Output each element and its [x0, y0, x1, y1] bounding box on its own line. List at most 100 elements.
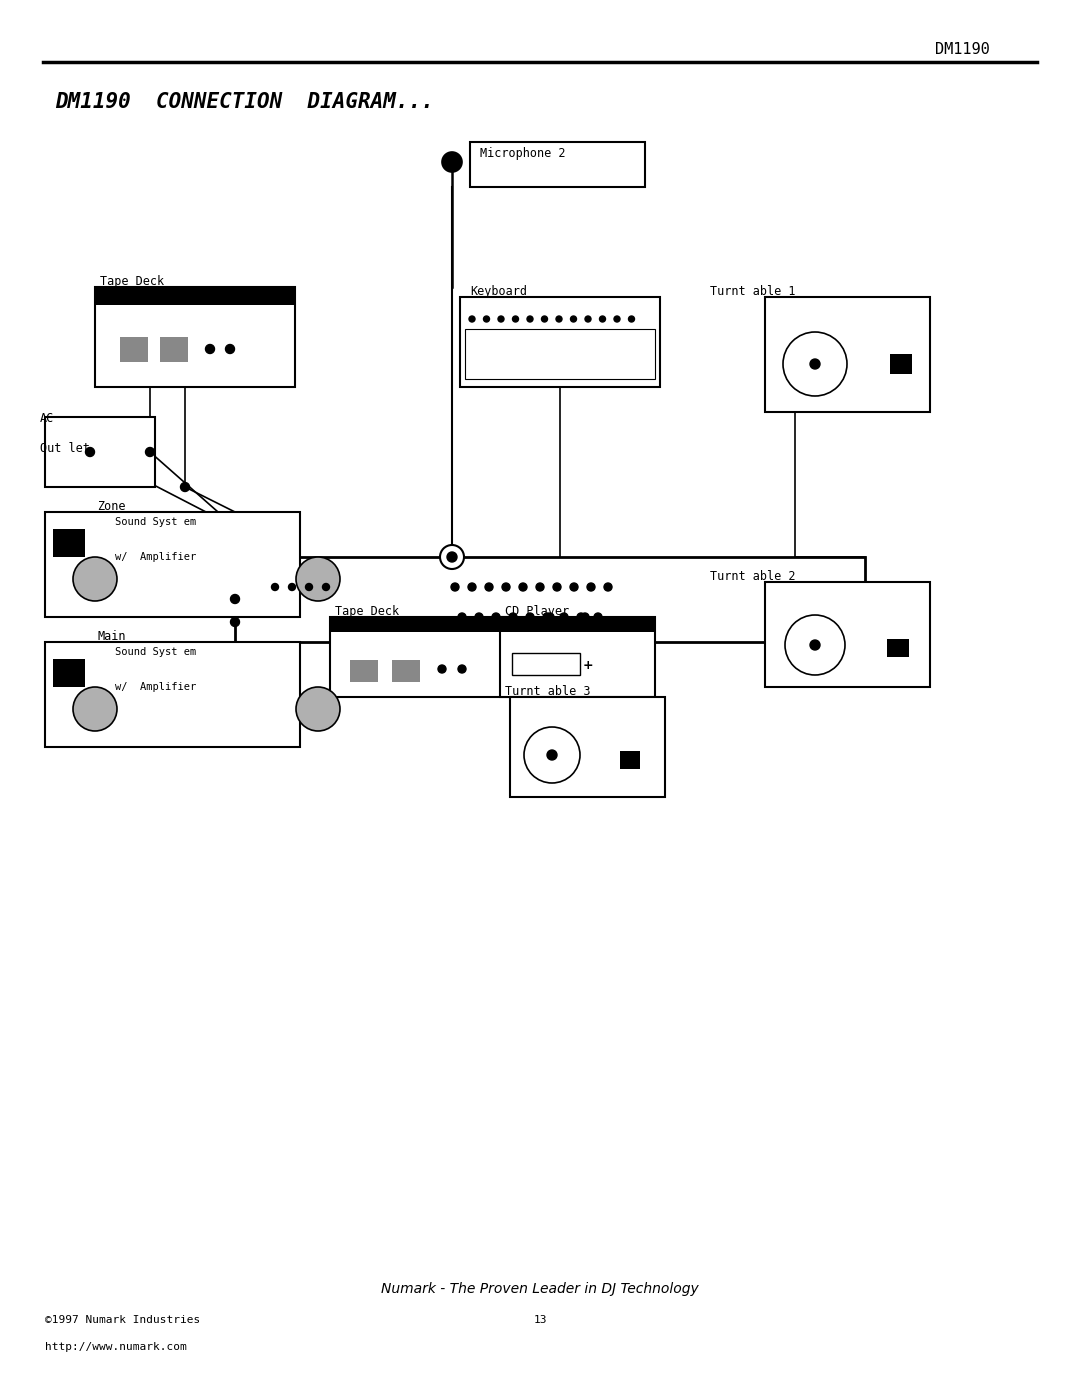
- Text: Turnt able 3: Turnt able 3: [505, 685, 591, 698]
- Circle shape: [570, 316, 577, 321]
- Circle shape: [585, 316, 591, 321]
- Circle shape: [230, 595, 240, 604]
- Text: CD Player: CD Player: [505, 605, 569, 617]
- Circle shape: [438, 665, 446, 673]
- Text: Sound Syst em: Sound Syst em: [114, 647, 197, 657]
- Circle shape: [447, 552, 457, 562]
- Circle shape: [230, 617, 240, 626]
- Circle shape: [519, 583, 527, 591]
- Bar: [350, 659, 378, 682]
- Circle shape: [485, 583, 492, 591]
- Bar: [53, 659, 85, 687]
- Circle shape: [458, 613, 465, 622]
- Bar: [95, 286, 295, 305]
- Bar: [45, 643, 300, 747]
- Circle shape: [484, 316, 489, 321]
- Circle shape: [296, 687, 340, 731]
- Text: Tape Deck: Tape Deck: [100, 275, 164, 288]
- Text: +: +: [583, 658, 593, 672]
- Circle shape: [615, 316, 620, 321]
- Circle shape: [785, 615, 845, 675]
- Text: Numark - The Proven Leader in DJ Technology: Numark - The Proven Leader in DJ Technol…: [381, 1282, 699, 1296]
- Text: Turnt able 1: Turnt able 1: [710, 285, 796, 298]
- Circle shape: [468, 583, 476, 591]
- Circle shape: [570, 583, 578, 591]
- Circle shape: [588, 583, 595, 591]
- Text: AC: AC: [40, 412, 54, 425]
- Text: Sound Syst em: Sound Syst em: [114, 517, 197, 527]
- Circle shape: [513, 316, 518, 321]
- Circle shape: [73, 687, 117, 731]
- Circle shape: [810, 359, 820, 369]
- Circle shape: [556, 316, 562, 321]
- Circle shape: [458, 665, 465, 673]
- Circle shape: [783, 332, 847, 395]
- Bar: [500, 617, 654, 631]
- Text: http://www.numark.com: http://www.numark.com: [45, 1343, 187, 1352]
- Circle shape: [577, 613, 585, 622]
- Circle shape: [146, 447, 154, 457]
- Circle shape: [546, 613, 554, 622]
- Text: ©1997 Numark Industries: ©1997 Numark Industries: [45, 1315, 200, 1324]
- Circle shape: [296, 557, 340, 601]
- Circle shape: [492, 613, 500, 622]
- Text: w/  Amplifier: w/ Amplifier: [114, 682, 197, 692]
- Bar: [330, 617, 515, 697]
- Text: 13: 13: [534, 1315, 546, 1324]
- Bar: [890, 353, 912, 374]
- Bar: [235, 557, 865, 643]
- Circle shape: [205, 345, 215, 353]
- Circle shape: [561, 613, 568, 622]
- Text: Turnt able 2: Turnt able 2: [710, 570, 796, 583]
- Bar: [120, 337, 148, 362]
- Circle shape: [524, 726, 580, 782]
- Circle shape: [288, 584, 296, 591]
- Bar: [510, 697, 665, 798]
- Circle shape: [553, 583, 561, 591]
- Bar: [465, 330, 654, 379]
- Circle shape: [85, 447, 95, 457]
- Circle shape: [526, 613, 534, 622]
- Circle shape: [469, 316, 475, 321]
- Text: Main: Main: [97, 630, 125, 643]
- Circle shape: [475, 613, 483, 622]
- Circle shape: [527, 316, 534, 321]
- Circle shape: [581, 613, 589, 622]
- Circle shape: [323, 584, 329, 591]
- Text: w/  Amplifier: w/ Amplifier: [114, 552, 197, 562]
- Circle shape: [271, 584, 279, 591]
- Circle shape: [498, 316, 504, 321]
- Circle shape: [226, 345, 234, 353]
- Bar: [95, 286, 295, 387]
- Circle shape: [440, 545, 464, 569]
- Bar: [45, 511, 300, 617]
- Circle shape: [604, 583, 612, 591]
- Circle shape: [180, 482, 189, 492]
- Circle shape: [629, 316, 635, 321]
- Circle shape: [546, 750, 557, 760]
- Circle shape: [306, 584, 312, 591]
- Text: Keyboard: Keyboard: [470, 285, 527, 298]
- Circle shape: [73, 557, 117, 601]
- Bar: [392, 659, 420, 682]
- Bar: [620, 752, 640, 768]
- Bar: [765, 298, 930, 412]
- Text: Microphone 2: Microphone 2: [480, 147, 566, 161]
- Bar: [500, 617, 654, 697]
- Text: Tape Deck: Tape Deck: [335, 605, 400, 617]
- Circle shape: [541, 316, 548, 321]
- Circle shape: [509, 613, 517, 622]
- Bar: [53, 529, 85, 557]
- Bar: [45, 416, 156, 488]
- Text: DM1190  CONNECTION  DIAGRAM...: DM1190 CONNECTION DIAGRAM...: [55, 92, 434, 112]
- Text: Out let: Out let: [40, 441, 90, 455]
- Circle shape: [810, 640, 820, 650]
- Bar: [887, 638, 909, 657]
- Circle shape: [543, 613, 551, 622]
- Circle shape: [594, 613, 602, 622]
- Text: DM1190: DM1190: [935, 42, 990, 57]
- Text: Zone: Zone: [97, 500, 125, 513]
- Bar: [512, 652, 580, 675]
- Circle shape: [451, 583, 459, 591]
- Bar: [460, 298, 660, 387]
